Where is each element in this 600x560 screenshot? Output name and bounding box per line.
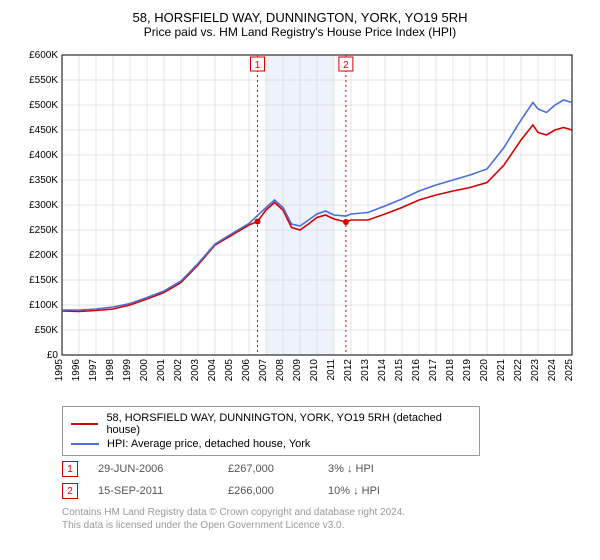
svg-text:2020: 2020: [479, 359, 490, 382]
svg-text:1997: 1997: [88, 359, 99, 382]
svg-text:2014: 2014: [377, 359, 388, 382]
marker-price: £267,000: [228, 463, 308, 475]
marker-id: 1: [62, 461, 78, 477]
svg-text:2019: 2019: [462, 359, 473, 382]
marker-table: 1 29-JUN-2006 £267,000 3% ↓ HPI 2 15-SEP…: [62, 458, 582, 502]
marker-price: £266,000: [228, 485, 308, 497]
legend: 58, HORSFIELD WAY, DUNNINGTON, YORK, YO1…: [62, 406, 480, 456]
svg-text:1999: 1999: [122, 359, 133, 382]
svg-text:£550K: £550K: [29, 75, 58, 86]
legend-swatch: [71, 443, 99, 445]
legend-row-hpi: HPI: Average price, detached house, York: [71, 437, 471, 451]
svg-text:1995: 1995: [54, 359, 65, 382]
svg-text:2000: 2000: [139, 359, 150, 382]
svg-text:£300K: £300K: [29, 200, 58, 211]
svg-text:2023: 2023: [530, 359, 541, 382]
marker-row: 2 15-SEP-2011 £266,000 10% ↓ HPI: [62, 480, 582, 502]
svg-text:£600K: £600K: [29, 50, 58, 61]
svg-text:2024: 2024: [547, 359, 558, 382]
svg-text:1996: 1996: [71, 359, 82, 382]
svg-text:2012: 2012: [343, 359, 354, 382]
svg-text:£250K: £250K: [29, 225, 58, 236]
svg-text:2018: 2018: [445, 359, 456, 382]
svg-text:2022: 2022: [513, 359, 524, 382]
legend-label: 58, HORSFIELD WAY, DUNNINGTON, YORK, YO1…: [106, 412, 471, 436]
svg-text:£150K: £150K: [29, 275, 58, 286]
marker-pct: 3% ↓ HPI: [328, 463, 374, 475]
svg-text:2003: 2003: [190, 359, 201, 382]
marker-date: 15-SEP-2011: [98, 485, 208, 497]
svg-text:1998: 1998: [105, 359, 116, 382]
svg-text:£400K: £400K: [29, 150, 58, 161]
legend-row-subject: 58, HORSFIELD WAY, DUNNINGTON, YORK, YO1…: [71, 411, 471, 437]
svg-text:£450K: £450K: [29, 125, 58, 136]
price-chart: £0£50K£100K£150K£200K£250K£300K£350K£400…: [18, 47, 582, 402]
svg-text:2002: 2002: [173, 359, 184, 382]
svg-text:2013: 2013: [360, 359, 371, 382]
svg-text:2: 2: [343, 60, 349, 71]
chart-svg: £0£50K£100K£150K£200K£250K£300K£350K£400…: [18, 47, 582, 397]
marker-pct: 10% ↓ HPI: [328, 485, 380, 497]
svg-text:2007: 2007: [258, 359, 269, 382]
marker-date: 29-JUN-2006: [98, 463, 208, 475]
svg-text:2010: 2010: [309, 359, 320, 382]
svg-text:£350K: £350K: [29, 175, 58, 186]
svg-text:£100K: £100K: [29, 300, 58, 311]
svg-text:2005: 2005: [224, 359, 235, 382]
legend-swatch: [71, 423, 98, 425]
svg-text:2015: 2015: [394, 359, 405, 382]
page-title: 58, HORSFIELD WAY, DUNNINGTON, YORK, YO1…: [18, 10, 582, 25]
legend-label: HPI: Average price, detached house, York: [107, 438, 310, 450]
svg-text:1: 1: [255, 60, 261, 71]
page-subtitle: Price paid vs. HM Land Registry's House …: [18, 25, 582, 39]
marker-row: 1 29-JUN-2006 £267,000 3% ↓ HPI: [62, 458, 582, 480]
svg-text:2016: 2016: [411, 359, 422, 382]
svg-text:2021: 2021: [496, 359, 507, 382]
attribution: Contains HM Land Registry data © Crown c…: [62, 506, 582, 532]
svg-text:£50K: £50K: [35, 325, 59, 336]
svg-text:2025: 2025: [564, 359, 575, 382]
marker-id: 2: [62, 483, 78, 499]
svg-text:£500K: £500K: [29, 100, 58, 111]
svg-text:2004: 2004: [207, 359, 218, 382]
svg-text:2017: 2017: [428, 359, 439, 382]
svg-text:2001: 2001: [156, 359, 167, 382]
svg-text:£200K: £200K: [29, 250, 58, 261]
attribution-line: This data is licensed under the Open Gov…: [62, 519, 582, 532]
attribution-line: Contains HM Land Registry data © Crown c…: [62, 506, 582, 519]
svg-text:2006: 2006: [241, 359, 252, 382]
svg-text:2008: 2008: [275, 359, 286, 382]
svg-text:2009: 2009: [292, 359, 303, 382]
svg-text:2011: 2011: [326, 359, 337, 381]
